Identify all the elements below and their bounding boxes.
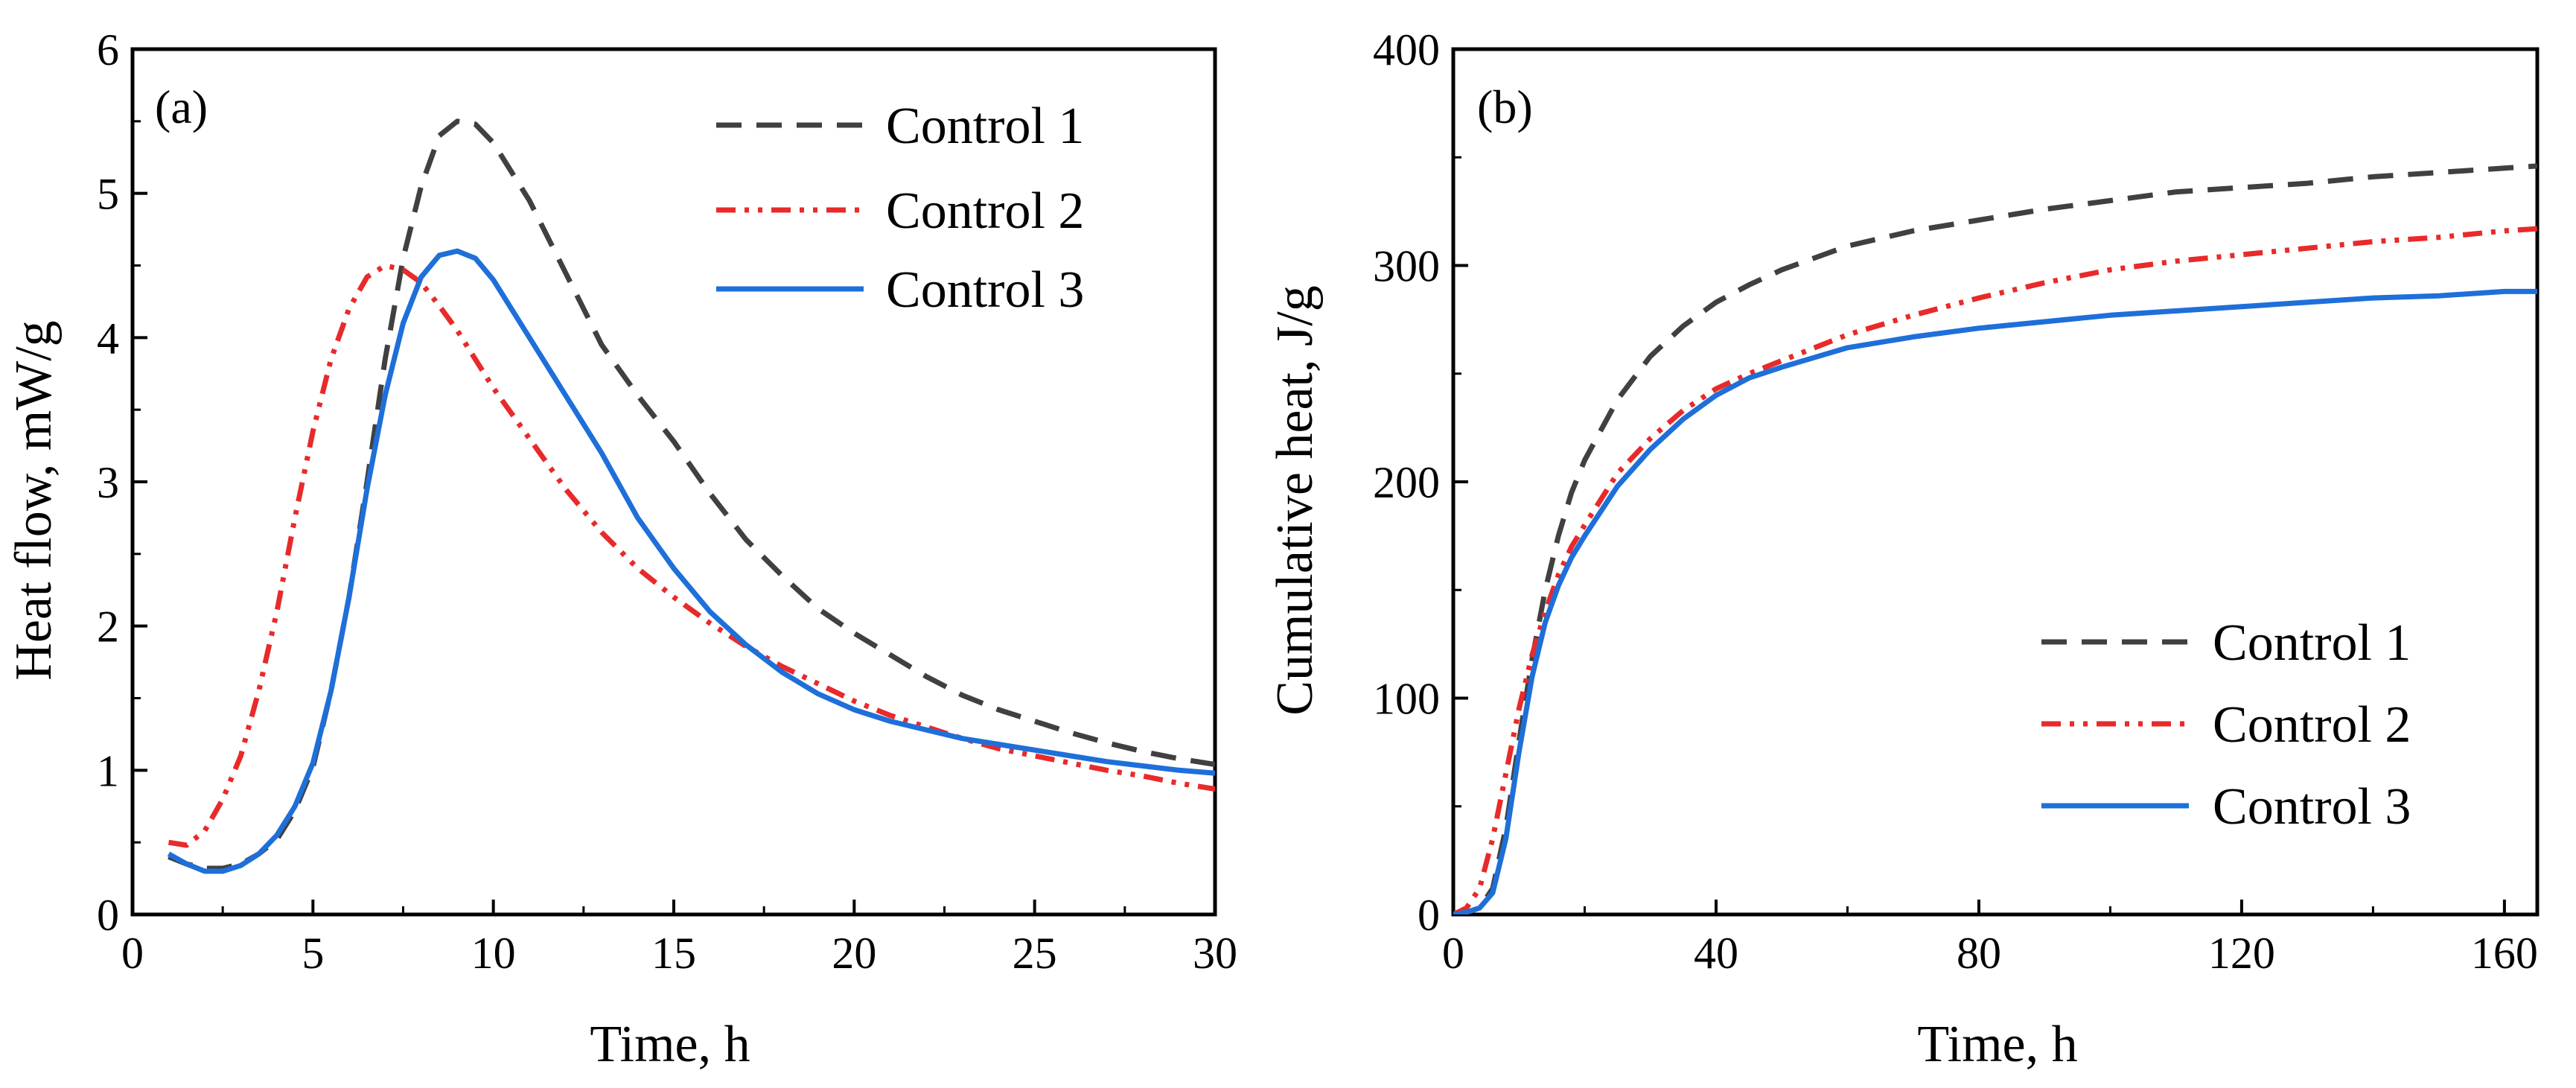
panel-a-label: (a): [155, 80, 208, 133]
panel-a-y-tick-label: 1: [97, 746, 119, 795]
panel-b-y-tick-label: 200: [1373, 458, 1440, 507]
panel-b-x-axis-title: Time, h: [1917, 1016, 2077, 1073]
panel-a-x-tick-label: 20: [832, 929, 876, 978]
panel-b-y-tick-label: 400: [1373, 25, 1440, 74]
panel-b-x-tick-label: 80: [1957, 929, 2001, 978]
panel-a-y-tick-label: 2: [97, 602, 119, 652]
panel-a-legend-label-3: Control 3: [886, 261, 1084, 319]
panel-b-x-tick-label: 160: [2471, 929, 2538, 978]
panel-a-heat-flow-chart: (a) Time, h Heat flow, mW/g 0 5 10 15 20 25 30…: [5, 25, 1237, 1073]
panel-a-series-line-2: [168, 263, 1215, 848]
panel-a-x-axis-title: Time, h: [590, 1016, 750, 1073]
panel-b-series-line-3: [1453, 288, 2537, 914]
panel-b-cumulative-heat-chart: (b) Time, h Cumulative heat, J/g 0 40 80 12…: [1266, 25, 2540, 1073]
panel-b-y-axis-title: Cumulative heat, J/g: [1266, 285, 1324, 715]
panel-a-legend-label-1: Control 1: [886, 98, 1084, 155]
panel-b-series-line-2: [1453, 226, 2537, 914]
panel-b-y-tick-label: 0: [1418, 891, 1440, 940]
panel-a-x-tick-label: 25: [1013, 929, 1057, 978]
panel-b-legend-label-2: Control 2: [2213, 696, 2411, 754]
panel-a-series-line-3: [167, 248, 1215, 874]
panel-b-y-tick-label: 300: [1373, 242, 1440, 291]
panel-a-x-tick-label: 15: [651, 929, 696, 978]
panel-b-label: (b): [1477, 80, 1533, 133]
panel-a-x-tick-label: 5: [302, 929, 324, 978]
panel-b-legend-label-1: Control 1: [2213, 614, 2411, 672]
panel-b-x-tick-label: 40: [1694, 929, 1738, 978]
panel-a-x-tick-label: 30: [1193, 929, 1237, 978]
panel-a-y-tick-label: 6: [97, 25, 119, 74]
panel-a-y-tick-label: 3: [97, 458, 119, 507]
panel-a-legend-label-2: Control 2: [886, 182, 1084, 240]
panel-b-legend-label-3: Control 3: [2213, 778, 2411, 836]
panel-a-y-axis-title: Heat flow, mW/g: [5, 320, 63, 680]
panel-a-x-tick-label: 0: [121, 929, 144, 978]
panel-a-x-tick-label: 10: [471, 929, 516, 978]
panel-b-x-tick-label: 120: [2208, 929, 2275, 978]
panel-b-x-tick-label: 0: [1442, 929, 1464, 978]
panel-a-y-tick-label: 4: [97, 314, 119, 363]
panel-b-y-tick-label: 100: [1373, 675, 1440, 724]
panel-a-plot-frame: [130, 47, 1217, 917]
panel-a-y-tick-label: 5: [97, 170, 119, 219]
panel-a-y-tick-label: 0: [97, 891, 119, 940]
